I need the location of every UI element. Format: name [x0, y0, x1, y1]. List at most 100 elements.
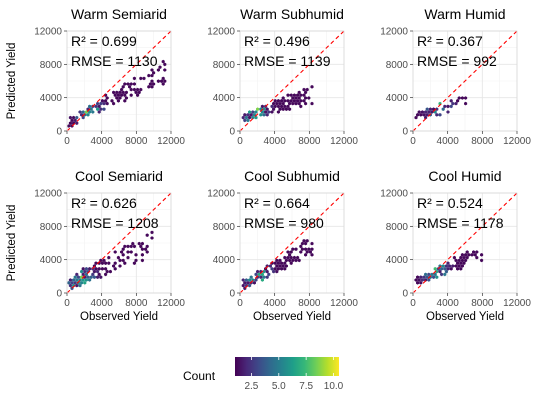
hex-cell: [424, 115, 428, 120]
hex-cell: [118, 258, 122, 263]
hex-cell: [88, 110, 92, 114]
hex-cell: [112, 90, 116, 95]
hex-cell: [273, 261, 277, 265]
hex-cell: [470, 253, 474, 257]
hex-cell: [433, 267, 437, 271]
hex-cell: [81, 272, 85, 277]
hex-cell: [88, 104, 92, 109]
y-tick-label: 8000: [40, 222, 63, 233]
hex-cell: [289, 255, 293, 260]
hex-cell: [75, 278, 79, 282]
hex-cell: [126, 82, 130, 86]
hex-cell: [291, 101, 295, 106]
hex-cell: [120, 93, 124, 97]
hex-cell: [419, 113, 423, 117]
hex-cell: [281, 96, 285, 100]
hex-cell: [304, 101, 308, 106]
hex-cell: [265, 113, 269, 117]
y-tick-label: 0: [56, 289, 62, 300]
hex-cell: [460, 96, 464, 100]
hex-cell: [475, 255, 479, 260]
panel-cool-humid: 0 4000 8000 12000 0 4000 8000 12000 Cool Humid R²…: [380, 168, 531, 323]
hex-cell: [464, 258, 468, 263]
hex-cell: [438, 113, 442, 117]
hex-cell: [262, 275, 266, 279]
hex-cell: [456, 99, 460, 103]
hex-cell: [249, 113, 253, 117]
hex-cell: [440, 267, 444, 271]
panel-frame: [412, 192, 518, 294]
hex-cell: [291, 258, 295, 263]
hex-cell: [107, 261, 111, 265]
hex-cell: [275, 101, 279, 106]
hex-cell: [446, 110, 450, 114]
hex-cell: [414, 115, 418, 120]
hex-cell: [140, 247, 144, 251]
hex-cell: [304, 96, 308, 100]
hex-cell: [150, 230, 154, 235]
x-axis-title: Observed Yield: [426, 311, 504, 323]
hexbin-cells: [241, 85, 314, 123]
x-axis-title: Observed Yield: [80, 311, 158, 323]
hex-cell: [460, 258, 464, 263]
panel-title: Warm Humid: [424, 6, 505, 22]
panel-frame: [66, 30, 172, 132]
hex-cell: [76, 275, 80, 279]
hex-cell: [267, 272, 271, 277]
hex-cell: [444, 264, 448, 268]
hex-cell: [248, 115, 252, 120]
hex-cell: [123, 93, 127, 97]
hex-cell: [465, 255, 469, 260]
hex-cell: [299, 99, 303, 103]
colorbar-tick-label: 10.0: [324, 381, 344, 392]
hex-cell: [294, 247, 298, 251]
hex-cell: [451, 101, 455, 106]
hex-cell: [273, 104, 277, 109]
panel-title: Warm Semiarid: [71, 6, 167, 22]
hex-cell: [304, 253, 308, 257]
hex-cell: [286, 250, 290, 254]
hex-cell: [67, 281, 71, 285]
hex-cell: [94, 261, 98, 265]
hex-cell: [96, 275, 100, 279]
hex-cell: [294, 101, 298, 106]
hex-cell: [435, 107, 439, 111]
hex-cell: [140, 241, 144, 246]
hex-cell: [256, 107, 260, 111]
hex-cell: [128, 85, 132, 89]
hex-cell: [443, 267, 447, 271]
hex-cell: [260, 110, 264, 114]
hex-cell: [139, 87, 143, 92]
hex-cell: [449, 99, 453, 103]
hex-cell: [156, 68, 160, 72]
hex-cell: [448, 264, 452, 268]
hex-cell: [428, 107, 432, 111]
r-squared-label: R² = 0.664: [244, 195, 310, 211]
hex-cell: [291, 96, 295, 100]
reference-line: [240, 31, 344, 131]
hex-cell: [265, 107, 269, 111]
hex-cell: [134, 253, 138, 257]
hex-cell: [424, 272, 428, 277]
panel-title: Cool Humid: [428, 168, 501, 184]
hex-cell: [275, 269, 279, 274]
hex-cell: [120, 87, 124, 92]
hex-cell: [310, 253, 314, 257]
hex-cell: [105, 269, 109, 274]
hex-cell: [156, 79, 160, 83]
rmse-label: RMSE = 1178: [417, 215, 504, 231]
hex-cell: [248, 278, 252, 282]
hex-cell: [310, 241, 314, 246]
hex-cell: [289, 93, 293, 97]
hex-cell: [452, 255, 456, 260]
hex-cell: [150, 85, 154, 89]
hex-cell: [422, 275, 426, 279]
hex-cell: [280, 261, 284, 265]
hex-cell: [292, 93, 296, 97]
hex-cell: [454, 258, 458, 263]
hex-cell: [126, 244, 130, 249]
hex-cell: [123, 244, 127, 249]
x-axis-title: Observed Yield: [253, 311, 331, 323]
hex-cell: [425, 113, 429, 117]
